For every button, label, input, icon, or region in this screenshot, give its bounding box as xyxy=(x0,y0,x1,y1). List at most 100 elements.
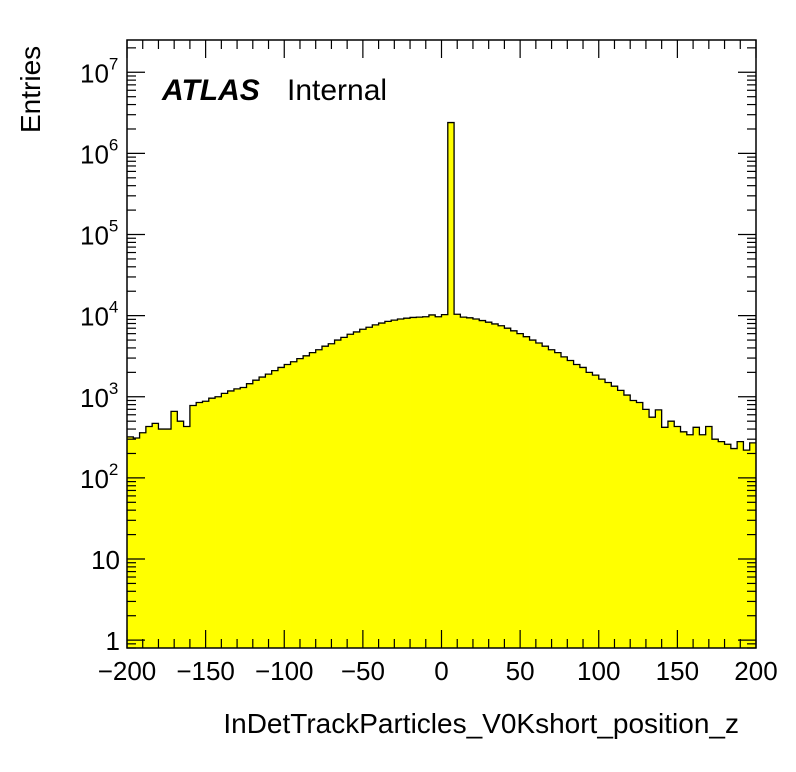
x-tick-label: −200 xyxy=(98,656,157,686)
histogram-bar xyxy=(743,450,751,648)
histogram-bar xyxy=(353,331,361,648)
histogram-bar xyxy=(498,325,505,648)
histogram-bar xyxy=(303,355,310,648)
histogram-bar xyxy=(548,349,556,648)
histogram-bar xyxy=(171,411,178,648)
histogram-bar xyxy=(233,388,241,648)
histogram-bar xyxy=(523,336,530,648)
histogram-bar xyxy=(579,367,587,648)
histogram-bar xyxy=(265,374,273,648)
histogram-bar xyxy=(290,361,298,648)
histogram-bar xyxy=(202,401,210,648)
histogram-bar xyxy=(240,387,247,648)
histogram-bar xyxy=(504,328,512,648)
histogram-bar xyxy=(215,396,222,648)
y-tick-label: 1 xyxy=(106,626,120,656)
histogram-bar xyxy=(611,386,619,648)
histogram-bar xyxy=(623,395,631,648)
histogram-bar xyxy=(718,441,725,648)
histogram-bar xyxy=(667,421,675,648)
histogram-bar xyxy=(183,426,191,648)
histogram-bar xyxy=(737,441,744,648)
histogram-bar xyxy=(567,360,574,648)
histogram-bar xyxy=(359,329,367,648)
axis-ticks xyxy=(126,40,757,649)
histogram-bar xyxy=(259,377,266,648)
x-tick-label: 150 xyxy=(656,656,699,686)
histogram-bar xyxy=(284,364,291,648)
histogram-bar xyxy=(535,343,543,648)
histogram-bar xyxy=(724,444,732,648)
histogram-bar xyxy=(328,343,335,648)
y-tick-labels: 1 10 102 103 104 105 106 107 xyxy=(80,54,120,656)
histogram-bar xyxy=(749,442,757,648)
histogram-bar xyxy=(472,318,480,648)
x-tick-label: 200 xyxy=(734,656,777,686)
histogram-bar xyxy=(642,409,650,648)
histogram-bar xyxy=(510,330,518,648)
histogram-bar xyxy=(592,375,600,648)
y-axis-title: Entries xyxy=(15,46,46,133)
histogram-bar xyxy=(491,323,499,648)
x-axis-title: InDetTrackParticles_V0Kshort_position_z xyxy=(223,708,739,739)
histogram-bar xyxy=(372,324,379,648)
histogram-bar xyxy=(542,346,549,648)
histogram-bar xyxy=(366,327,373,648)
histogram-bar xyxy=(630,400,637,648)
histogram-bar xyxy=(554,352,562,648)
histogram-bar xyxy=(466,317,474,648)
histogram-bar xyxy=(164,429,172,648)
histogram-bar xyxy=(416,317,424,648)
histogram-bar xyxy=(133,438,140,648)
histogram-bar xyxy=(573,364,581,648)
histogram-bar xyxy=(277,367,285,648)
x-tick-label: 0 xyxy=(434,656,448,686)
histogram-bar xyxy=(410,317,417,648)
y-tick-label: 104 xyxy=(80,298,118,332)
x-tick-labels: −200 −150 −100 −50 0 50 100 150 200 xyxy=(98,656,778,686)
histogram-bar xyxy=(655,409,663,648)
histogram-bar xyxy=(454,314,461,648)
y-tick-label: 105 xyxy=(80,217,118,251)
histogram-bar xyxy=(221,393,229,648)
histogram-bar xyxy=(479,320,486,648)
histogram-bar xyxy=(649,417,656,648)
histogram-bar xyxy=(145,426,153,648)
y-tick-label: 106 xyxy=(80,135,118,169)
histogram-bar xyxy=(271,370,279,648)
histogram-bar xyxy=(693,427,700,648)
histogram-bar xyxy=(177,421,185,648)
histogram-bar xyxy=(441,314,449,648)
histogram-bar xyxy=(208,398,216,648)
histogram-bar xyxy=(309,352,317,648)
histogram-bar xyxy=(447,122,455,648)
histogram-bar xyxy=(674,426,681,648)
histogram-bar xyxy=(152,423,159,648)
histogram-bars xyxy=(127,122,757,648)
y-tick-label: 107 xyxy=(80,54,118,88)
internal-label: Internal xyxy=(287,74,387,107)
histogram-bar xyxy=(529,340,537,648)
x-tick-label: 100 xyxy=(577,656,620,686)
histogram-bar xyxy=(435,316,442,648)
histogram-bar xyxy=(705,426,713,648)
histogram-bar xyxy=(189,405,197,648)
histogram-bar xyxy=(227,390,235,648)
histogram-bar xyxy=(127,436,134,648)
x-tick-label: −100 xyxy=(255,656,314,686)
histogram-bar xyxy=(340,337,348,648)
histogram-bar xyxy=(321,346,329,648)
histogram-bar xyxy=(378,323,386,648)
histogram-bar xyxy=(315,349,323,648)
histogram-bar xyxy=(485,322,493,648)
histogram-bar xyxy=(403,318,411,648)
histogram-bar xyxy=(391,320,398,648)
histogram-bar xyxy=(397,318,405,648)
x-tick-label: 50 xyxy=(506,656,535,686)
histogram-bar xyxy=(730,448,738,648)
atlas-label: ATLAS xyxy=(161,74,260,107)
histogram-bar xyxy=(422,316,430,648)
y-tick-label: 103 xyxy=(80,379,118,413)
histogram-bar xyxy=(252,380,260,648)
